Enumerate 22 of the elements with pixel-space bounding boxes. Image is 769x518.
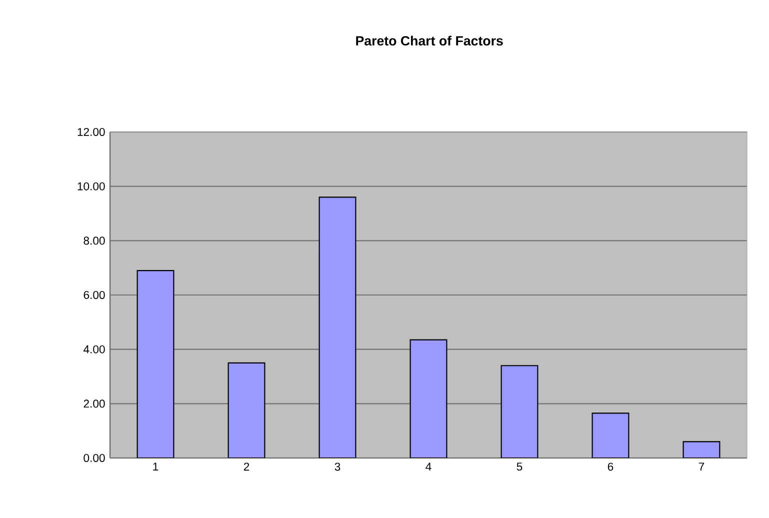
y-tick-label: 2.00 <box>84 400 105 408</box>
y-tick-label: 10.00 <box>78 182 105 190</box>
bar <box>592 412 630 458</box>
x-tick-label: 1 <box>153 462 158 470</box>
bar <box>410 339 448 458</box>
bar <box>136 270 174 458</box>
bar <box>318 196 356 458</box>
chart-title: Pareto Chart of Factors <box>356 36 503 46</box>
y-tick-label: 0.00 <box>84 454 105 462</box>
y-tick-label: 4.00 <box>83 345 105 354</box>
x-tick-label: 4 <box>426 462 432 470</box>
y-tick-label: 6.00 <box>84 290 105 299</box>
bar <box>228 362 266 458</box>
x-tick-label: 2 <box>244 462 250 471</box>
x-tick-label: 7 <box>698 462 704 470</box>
bar <box>682 441 720 458</box>
x-tick-label: 3 <box>334 462 340 471</box>
y-tick-label: 8.00 <box>84 236 105 245</box>
y-tick-label: 12.00 <box>78 128 105 136</box>
bar <box>500 365 538 458</box>
x-tick-label: 5 <box>516 462 522 471</box>
x-tick-label: 6 <box>608 462 614 471</box>
